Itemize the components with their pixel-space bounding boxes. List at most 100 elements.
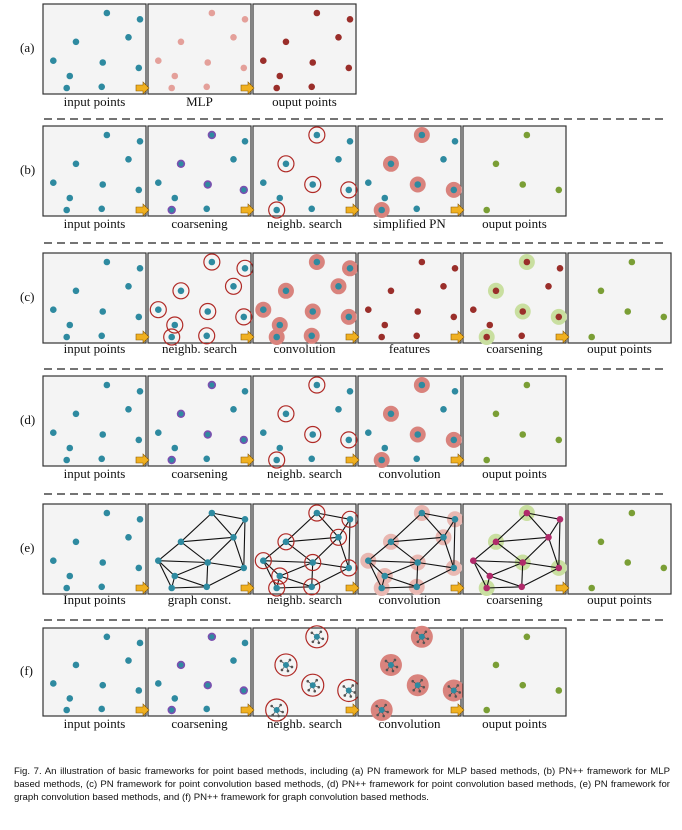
feature-point bbox=[387, 287, 395, 295]
graph-node bbox=[155, 557, 162, 564]
graph-node bbox=[282, 538, 290, 546]
graph-edge bbox=[522, 536, 549, 563]
point bbox=[66, 444, 74, 452]
mini-graph-node bbox=[448, 694, 452, 697]
graph-edge bbox=[421, 512, 444, 538]
output-point bbox=[308, 83, 316, 91]
point bbox=[50, 179, 57, 186]
arrow-layer bbox=[135, 81, 570, 717]
row-label: (b) bbox=[20, 162, 36, 177]
neighborhood-ring bbox=[340, 181, 358, 199]
graph-edge bbox=[243, 519, 246, 568]
graph-node bbox=[492, 538, 500, 546]
panel-frame bbox=[357, 125, 462, 217]
sampled-point bbox=[209, 634, 215, 640]
graph-node bbox=[440, 534, 447, 541]
neighborhood-ring bbox=[340, 431, 358, 449]
panel-mini_conv bbox=[357, 625, 465, 721]
graph-node bbox=[204, 559, 212, 566]
panel-frame bbox=[357, 627, 462, 717]
feature-point bbox=[555, 313, 563, 321]
output-point bbox=[313, 9, 321, 17]
output-point bbox=[519, 431, 527, 438]
panel-input bbox=[42, 252, 147, 344]
panel-input bbox=[42, 125, 147, 217]
feature-point bbox=[168, 84, 175, 92]
graph-edge bbox=[285, 536, 339, 543]
panel-graph bbox=[147, 503, 252, 595]
graph-edge bbox=[311, 562, 314, 587]
output-point bbox=[260, 57, 267, 64]
point bbox=[276, 194, 284, 202]
point bbox=[204, 308, 212, 315]
panel-label: convolution bbox=[378, 716, 441, 731]
point bbox=[273, 206, 280, 214]
feature-point bbox=[413, 332, 421, 340]
point bbox=[260, 179, 267, 186]
point bbox=[282, 287, 290, 295]
neighborhood-ring bbox=[277, 533, 295, 551]
mini-graph-node bbox=[422, 641, 426, 645]
graph-node bbox=[208, 509, 216, 517]
flow-arrow bbox=[555, 581, 570, 595]
graph-edge bbox=[495, 512, 528, 543]
panel-green bbox=[462, 375, 567, 467]
output-point bbox=[555, 186, 563, 194]
mini-graph-node bbox=[310, 631, 314, 635]
flow-arrow bbox=[135, 203, 150, 217]
point bbox=[230, 406, 237, 413]
point bbox=[98, 583, 106, 591]
panel-graph_conv bbox=[357, 503, 463, 596]
graph-node bbox=[387, 538, 395, 546]
feature-point bbox=[470, 306, 477, 314]
point bbox=[203, 455, 211, 463]
panel-frame bbox=[252, 3, 357, 95]
output-point bbox=[492, 160, 500, 168]
mini-graph-node bbox=[281, 710, 284, 714]
graph-node bbox=[451, 516, 459, 523]
panel-green bbox=[462, 125, 567, 217]
neighborhood-ring bbox=[203, 253, 221, 271]
sampled-point bbox=[241, 187, 247, 193]
output-point bbox=[523, 381, 531, 389]
graph-edge bbox=[174, 561, 208, 577]
panel-frame bbox=[42, 125, 147, 217]
panel-label: coarsening bbox=[171, 716, 228, 731]
panel-frame bbox=[357, 252, 462, 344]
feature-point bbox=[365, 306, 372, 314]
neighborhood-ring bbox=[268, 579, 286, 597]
point bbox=[125, 283, 132, 290]
output-point bbox=[588, 584, 595, 592]
figure-caption: Fig. 7. An illustration of basic framewo… bbox=[14, 766, 670, 803]
point bbox=[125, 534, 132, 541]
panel-coarsen bbox=[147, 125, 252, 217]
point bbox=[63, 584, 70, 592]
flow-arrow bbox=[135, 330, 150, 344]
point bbox=[378, 206, 385, 214]
graph-edge bbox=[558, 519, 561, 568]
panel-green bbox=[567, 503, 672, 595]
graph-edge bbox=[158, 560, 208, 564]
panel-label: convolution bbox=[378, 466, 441, 481]
graph-node bbox=[203, 583, 211, 591]
point bbox=[203, 332, 211, 340]
flow-arrow bbox=[450, 203, 465, 217]
panel-layer bbox=[42, 3, 672, 722]
graph-node bbox=[523, 509, 531, 517]
mini-graph-node bbox=[424, 630, 428, 634]
flow-arrow bbox=[345, 330, 360, 344]
graph-node bbox=[282, 661, 289, 668]
graph-node bbox=[335, 534, 342, 541]
point bbox=[103, 9, 111, 17]
point bbox=[66, 72, 74, 80]
feature-point bbox=[486, 321, 494, 329]
neighborhood-ring bbox=[340, 559, 358, 577]
point bbox=[136, 15, 144, 23]
graph-edge bbox=[522, 561, 559, 569]
point bbox=[103, 633, 111, 641]
point bbox=[241, 639, 249, 647]
panel-graph_coarsen bbox=[462, 503, 567, 596]
graph-node bbox=[555, 564, 563, 572]
graph-edge bbox=[311, 567, 350, 588]
graph-node bbox=[241, 516, 249, 523]
